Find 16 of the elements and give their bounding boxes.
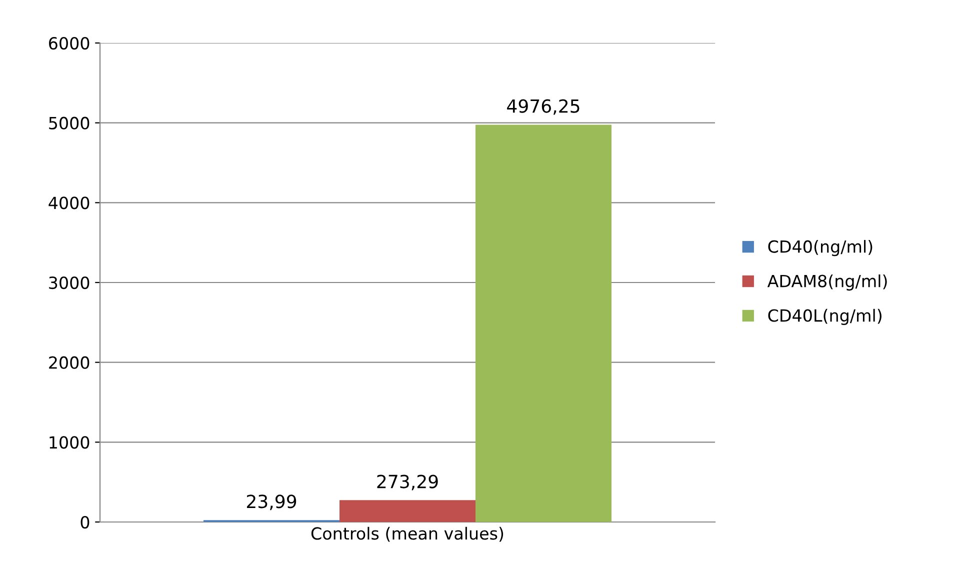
y-tick-label: 1000 xyxy=(50,436,90,449)
bar xyxy=(476,124,612,522)
data-label: 23,99 xyxy=(246,494,296,510)
y-tick-label: 4000 xyxy=(48,196,90,210)
y-tick-label: 0 xyxy=(80,516,90,529)
y-tick-label: 6000 xyxy=(49,36,90,50)
legend-label: CD40L(ng/ml) xyxy=(768,308,882,326)
y-tick-label: 3000 xyxy=(49,276,90,290)
legend-label: ADAM8(ng/ml) xyxy=(767,274,887,291)
y-tick-label: 5000 xyxy=(49,116,90,130)
legend-label: CD40(ng/ml) xyxy=(768,240,872,256)
y-tick-label: 2000 xyxy=(49,356,90,369)
bar xyxy=(340,500,476,522)
data-label: 273,29 xyxy=(377,474,438,490)
data-label: 4976,25 xyxy=(507,99,580,115)
x-tick-label: Controls (mean values) xyxy=(311,526,504,542)
